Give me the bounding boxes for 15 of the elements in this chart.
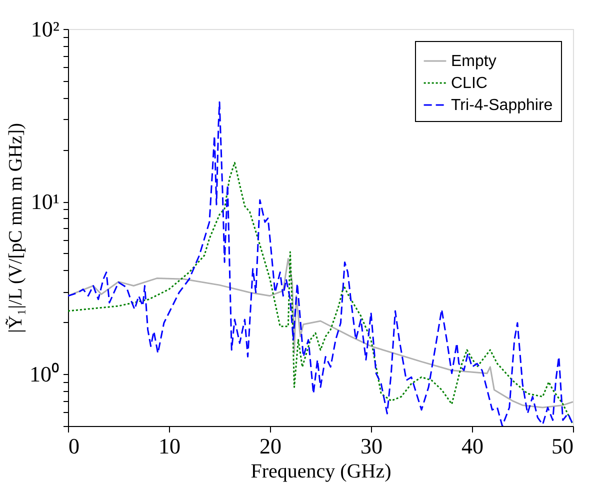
line-series [68, 258, 573, 408]
y-tick-label: 10¹ [30, 189, 60, 214]
x-tick-label: 20 [260, 434, 282, 458]
legend-label: Empty [451, 53, 496, 70]
legend-label: Tri-4-Sapphire [451, 97, 553, 114]
y-tick-label: 10² [30, 16, 60, 42]
x-tick-label: 10 [158, 434, 180, 458]
y-tick-label: 10⁰ [30, 362, 60, 387]
x-tick-label: 30 [360, 434, 382, 458]
y-axis-title: |Ỹ₁|/L (V/[pC mm m GHz]) [6, 123, 26, 333]
legend-label: CLIC [451, 75, 488, 92]
x-tick-label: 50 [552, 434, 574, 458]
x-axis-title: Frequency (GHz) [250, 460, 392, 482]
x-tick-label: 40 [462, 434, 484, 458]
x-tick-label: 0 [68, 434, 80, 458]
